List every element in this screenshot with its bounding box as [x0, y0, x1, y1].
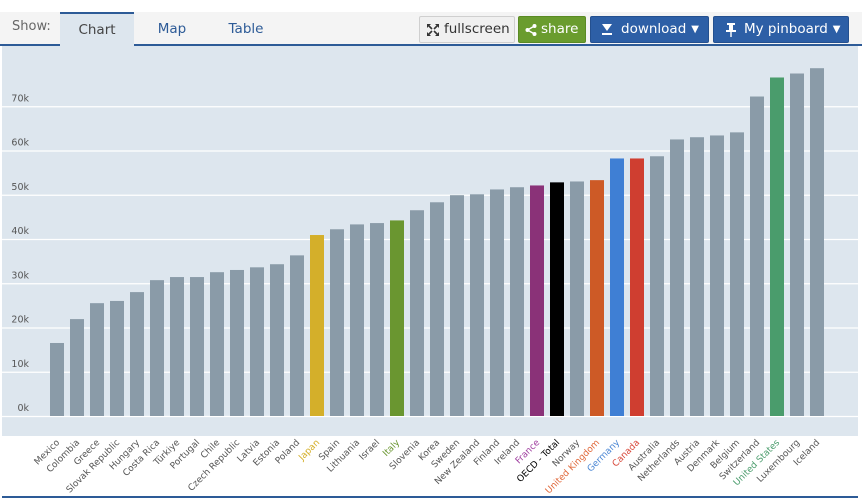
bar-france[interactable]: [530, 185, 544, 416]
y-tick-label: 70k: [11, 93, 29, 104]
y-tick-label: 40k: [11, 226, 29, 237]
bar-iceland[interactable]: [810, 68, 824, 416]
bar-belgium[interactable]: [730, 132, 744, 417]
bar-oecd-total[interactable]: [550, 182, 564, 416]
y-tick-label: 10k: [11, 359, 29, 370]
expand-arrows-icon: [426, 17, 440, 46]
tab-table[interactable]: Table: [228, 21, 264, 37]
bar-costa-rica[interactable]: [150, 280, 164, 416]
tab-chart[interactable]: Chart: [60, 12, 134, 46]
bar-lithuania[interactable]: [350, 224, 364, 416]
show-label: Show:: [12, 19, 51, 34]
bar-latvia[interactable]: [250, 267, 264, 416]
bar-new-zealand[interactable]: [470, 194, 484, 416]
y-tick-label: 50k: [11, 182, 29, 193]
y-tick-label: 30k: [11, 270, 29, 281]
x-category-label: Japan: [297, 438, 323, 464]
bar-germany[interactable]: [610, 158, 624, 416]
caret-down-icon: ▼: [691, 24, 699, 35]
bar-japan[interactable]: [310, 235, 324, 416]
tab-map[interactable]: Map: [157, 21, 187, 37]
bar-estonia[interactable]: [270, 264, 284, 416]
bar-colombia[interactable]: [70, 319, 84, 416]
fullscreen-label: fullscreen: [444, 21, 510, 37]
bar-ireland[interactable]: [510, 187, 524, 416]
bar-united-states[interactable]: [770, 77, 784, 417]
download-icon: [601, 17, 613, 45]
bar-mexico[interactable]: [50, 342, 64, 416]
bar-portugal[interactable]: [190, 277, 204, 416]
share-label: share: [541, 21, 579, 37]
x-category-label: Israel: [358, 438, 382, 462]
bar-chile[interactable]: [210, 272, 224, 416]
bar-sweden[interactable]: [450, 195, 464, 416]
bar-netherlands[interactable]: [670, 139, 684, 416]
pin-icon: [726, 17, 736, 46]
bar-italy[interactable]: [390, 220, 404, 416]
bar-poland[interactable]: [290, 255, 304, 416]
bar-t-rkiye[interactable]: [170, 277, 184, 416]
bar-switzerland[interactable]: [750, 96, 764, 416]
y-tick-label: 60k: [11, 138, 29, 149]
bottom-divider: [2, 496, 858, 498]
y-tick-label: 0k: [17, 403, 29, 414]
fullscreen-button[interactable]: fullscreen: [419, 16, 515, 43]
download-button[interactable]: download ▼: [590, 16, 709, 43]
bar-luxembourg[interactable]: [790, 73, 804, 416]
view-toolbar: Show: Chart Map Table fullscreen share d…: [0, 12, 862, 46]
bar-slovenia[interactable]: [410, 210, 424, 416]
bar-hungary[interactable]: [130, 292, 144, 416]
bar-austria[interactable]: [690, 137, 704, 416]
bar-united-kingdom[interactable]: [590, 180, 604, 416]
pinboard-button[interactable]: My pinboard ▼: [713, 16, 849, 43]
bar-denmark[interactable]: [710, 135, 724, 416]
bar-finland[interactable]: [490, 189, 504, 416]
download-label: download: [621, 21, 687, 37]
caret-down-icon: ▼: [832, 24, 841, 35]
bar-czech-republic[interactable]: [230, 269, 244, 416]
pinboard-label: My pinboard: [744, 21, 828, 37]
bar-norway[interactable]: [570, 181, 584, 416]
bar-korea[interactable]: [430, 202, 444, 416]
share-icon: [525, 17, 537, 45]
y-tick-label: 20k: [11, 315, 29, 326]
bar-spain[interactable]: [330, 229, 344, 416]
bar-greece[interactable]: [90, 303, 104, 416]
bar-israel[interactable]: [370, 223, 384, 416]
bar-australia[interactable]: [650, 156, 664, 416]
bar-canada[interactable]: [630, 158, 644, 416]
share-button[interactable]: share: [518, 16, 586, 43]
bar-slovak-republic[interactable]: [110, 300, 124, 416]
